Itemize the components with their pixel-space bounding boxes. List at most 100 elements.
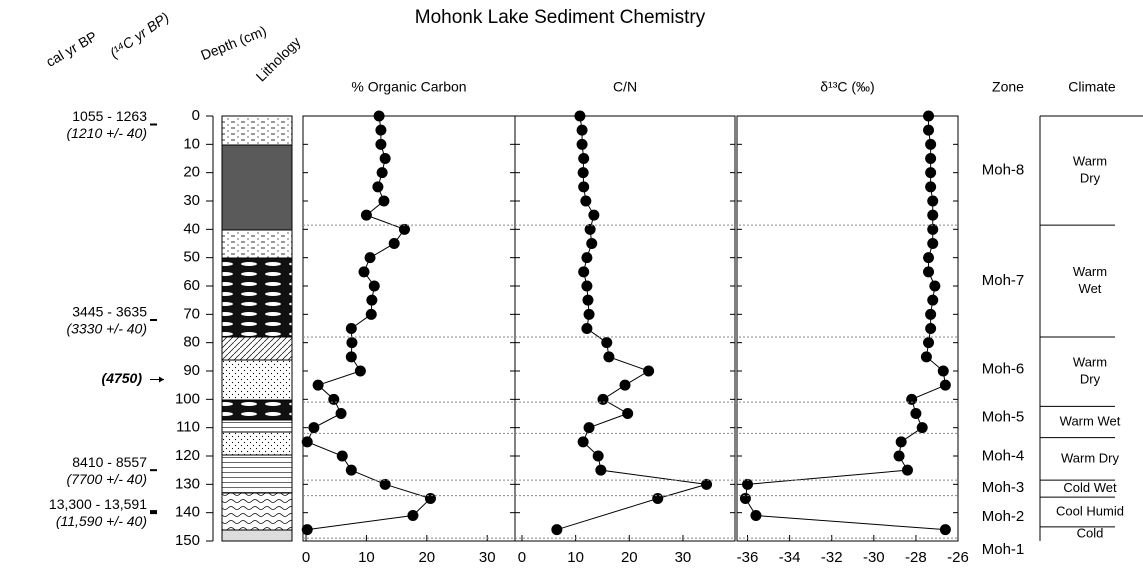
y-tick-label: 110: [176, 419, 200, 436]
data-point: [360, 209, 372, 221]
data-point: [580, 195, 592, 207]
panel-title: C/N: [613, 79, 637, 95]
x-tick-label: -30: [863, 549, 885, 566]
lithology-unit: [221, 492, 293, 531]
data-point: [336, 450, 348, 462]
lithology-unit: [221, 257, 293, 338]
climate-label: Warm Dry: [1061, 450, 1120, 465]
data-point: [328, 393, 340, 405]
header-depth: Depth (cm): [198, 22, 268, 63]
data-point: [927, 223, 939, 235]
zone-label: Moh-8: [982, 162, 1025, 179]
x-tick-label: 30: [479, 549, 496, 566]
lithology-unit: [221, 359, 293, 401]
panel-title: % Organic Carbon: [351, 79, 466, 95]
data-point: [925, 181, 937, 193]
data-point: [923, 124, 935, 136]
climate-label: Warm: [1073, 355, 1107, 370]
climate-label: Warm: [1073, 264, 1107, 279]
data-point: [398, 223, 410, 235]
data-point: [578, 266, 590, 278]
x-tick-label: 20: [418, 549, 435, 566]
data-point: [581, 323, 593, 334]
data-point: [346, 337, 358, 349]
data-point: [927, 209, 939, 221]
y-tick-label: 10: [183, 135, 200, 152]
header-cal: cal yr BP: [43, 28, 100, 70]
data-point: [583, 308, 595, 320]
panel-frame: [736, 115, 959, 542]
profile-line: [306, 115, 432, 531]
x-tick-label: -34: [779, 549, 801, 566]
x-tick-label: -28: [905, 549, 927, 566]
data-point: [388, 238, 400, 249]
data-point: [923, 252, 935, 264]
zone-label: Moh-4: [982, 448, 1025, 465]
data-point: [375, 124, 387, 136]
cal-age: 13,300 - 13,591: [49, 496, 147, 512]
y-tick-label: 40: [183, 220, 200, 237]
data-point: [582, 294, 594, 306]
y-tick-label: 130: [175, 475, 200, 492]
climate-label: Dry: [1080, 170, 1101, 185]
y-tick-label: 60: [183, 277, 200, 294]
data-point: [925, 308, 937, 320]
data-point: [750, 510, 762, 521]
data-point: [366, 294, 378, 306]
x-tick-label: -26: [947, 549, 969, 566]
data-point: [577, 436, 589, 448]
climate-label: Cold Wet: [1063, 480, 1117, 495]
data-point: [592, 450, 604, 462]
data-point: [923, 337, 935, 349]
data-point: [345, 464, 357, 476]
data-point: [407, 510, 419, 521]
y-tick-label: 150: [175, 532, 200, 549]
data-point: [581, 280, 593, 292]
header-lithology: Lithology: [253, 34, 304, 85]
cal-age: 8410 - 8557: [72, 454, 147, 470]
y-tick-label: 0: [192, 107, 200, 124]
x-tick-label: 0: [302, 549, 310, 566]
c14-age: (4750): [102, 370, 143, 386]
data-point: [375, 138, 387, 150]
data-point: [927, 238, 939, 249]
lithology-unit: [221, 454, 293, 494]
x-tick-label: 10: [567, 549, 584, 566]
header-zone: Zone: [992, 79, 1024, 95]
data-point: [551, 524, 563, 536]
data-point: [916, 422, 928, 434]
zone-label: Moh-2: [982, 508, 1025, 525]
data-point: [742, 478, 754, 490]
y-tick-label: 100: [175, 390, 200, 407]
zone-label: Moh-1: [982, 541, 1025, 558]
y-tick-label: 50: [183, 249, 200, 266]
data-point: [373, 110, 385, 122]
lithology-unit: [221, 399, 293, 421]
data-point: [345, 323, 357, 334]
c14-age: (11,590 +/- 40): [56, 513, 147, 529]
c14-age: (1210 +/- 40): [66, 125, 147, 141]
data-point: [364, 252, 376, 264]
data-point: [927, 195, 939, 207]
data-point: [901, 464, 913, 476]
data-point: [920, 351, 932, 363]
data-point: [939, 379, 951, 391]
data-point: [652, 493, 664, 504]
climate-label: Warm: [1073, 153, 1107, 168]
header-climate: Climate: [1068, 79, 1116, 95]
climate-label: Cool Humid: [1056, 503, 1124, 518]
data-point: [345, 351, 357, 363]
data-point: [308, 422, 320, 434]
chart-title: Mohonk Lake Sediment Chemistry: [415, 7, 706, 28]
data-point: [301, 524, 313, 536]
lithology-unit: [221, 144, 293, 231]
data-point: [643, 365, 655, 377]
lithology-unit: [221, 419, 293, 433]
data-point: [358, 266, 370, 278]
y-tick-label: 70: [183, 305, 200, 322]
header-c14: (¹⁴C yr BP): [107, 9, 172, 61]
data-point: [906, 393, 918, 405]
data-point: [584, 223, 596, 235]
data-point: [312, 379, 324, 391]
